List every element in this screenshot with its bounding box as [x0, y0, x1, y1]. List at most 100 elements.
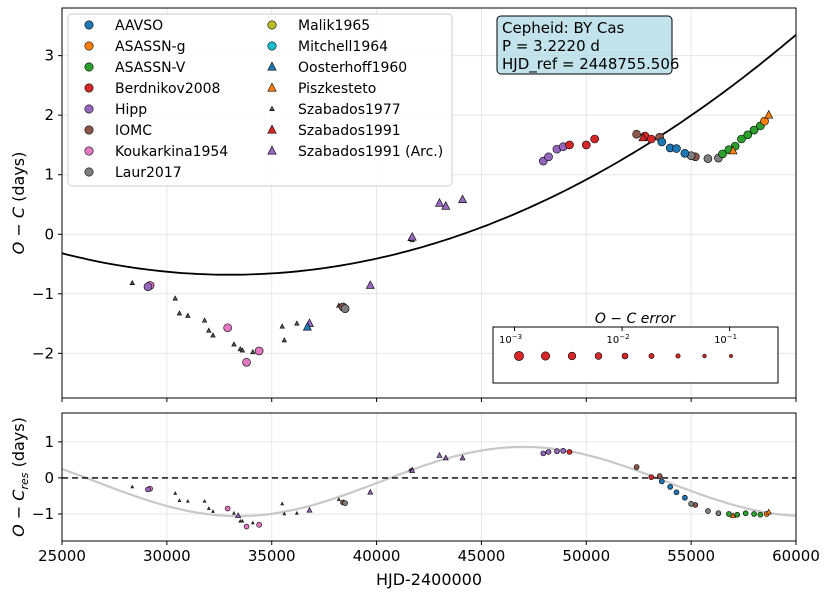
top-point	[434, 198, 444, 207]
top-point	[223, 323, 232, 333]
bottom-point	[656, 473, 663, 479]
legend-marker	[267, 41, 277, 51]
bottom-point	[232, 511, 236, 515]
legend-label: Koukarkina1954	[115, 144, 228, 160]
legend-marker	[269, 105, 275, 112]
top-point	[544, 152, 553, 162]
bottom-point	[648, 474, 655, 480]
bottom-point	[243, 523, 250, 530]
bottom-point	[442, 454, 449, 461]
bottom-point	[742, 510, 749, 517]
error-inset-marker	[594, 352, 603, 360]
top-point	[242, 357, 251, 367]
bottom-point	[206, 506, 211, 510]
bottom-point	[238, 518, 243, 523]
top-point	[703, 154, 713, 163]
bottom-point	[295, 511, 299, 515]
bottom-point	[726, 511, 732, 517]
legend-label: Oosterhoff1960	[298, 60, 407, 76]
legend-label: Laur2017	[115, 165, 182, 181]
legend-marker	[267, 145, 277, 155]
x-axis-label: HJD-2400000	[376, 570, 482, 589]
legend-label: ASASSN-g	[115, 39, 186, 55]
top-point	[728, 145, 738, 155]
top-point	[231, 341, 237, 347]
top-y-tick-label: 0	[44, 225, 54, 243]
bottom-point	[730, 512, 737, 518]
info-box-line3: HJD_ref = 2448755.506	[502, 55, 679, 74]
info-box-line1: Cepheid: BY Cas	[502, 19, 625, 37]
bottom-point	[202, 499, 207, 503]
top-point	[176, 310, 183, 316]
error-inset-markers	[514, 351, 733, 361]
info-box-frame	[496, 15, 673, 75]
bottom-point	[705, 508, 711, 514]
legend-label: Mitchell1964	[298, 39, 388, 55]
error-inset-marker	[567, 351, 577, 361]
top-point	[294, 320, 300, 326]
bottom-points-layer	[130, 448, 772, 530]
legend-marker	[84, 62, 94, 72]
error-inset-marker	[675, 353, 681, 359]
bottom-point	[459, 454, 466, 461]
error-inset-title: O − C error	[595, 311, 677, 327]
info-box: Cepheid: BY Cas P = 3.2220 d HJD_ref = 2…	[496, 15, 679, 75]
top-point	[749, 125, 759, 135]
legend-label: Hipp	[115, 102, 147, 118]
bottom-point	[173, 491, 178, 495]
legend-marker	[267, 124, 277, 134]
legend-marker	[84, 83, 94, 93]
top-point	[281, 337, 287, 343]
bottom-point	[667, 484, 673, 490]
top-point	[302, 321, 312, 331]
bottom-y-tick-label: 0	[44, 469, 54, 487]
bottom-point	[757, 511, 764, 518]
error-inset-marker	[540, 351, 550, 361]
legend-label: AAVSO	[115, 18, 163, 34]
bottom-point	[409, 467, 416, 473]
top-point	[737, 134, 746, 144]
legend-marker	[84, 104, 94, 114]
bottom-sine-fit-layer	[61, 445, 797, 518]
legend-label: Szabados1991 (Arc.)	[298, 144, 443, 160]
bottom-point	[256, 521, 262, 528]
top-point	[365, 280, 375, 289]
top-panel: −2 −1 0 1 2 3 O − C (days) AAVSO ASASSN-g ASASS…	[9, 7, 797, 402]
x-tick-label: 60000	[772, 547, 820, 565]
x-tick-label: 25000	[38, 547, 86, 565]
x-tick-label: 30000	[143, 547, 191, 565]
top-x-ticks	[61, 398, 797, 402]
bottom-point	[240, 518, 245, 523]
bottom-point	[540, 450, 547, 457]
bottom-point	[185, 499, 190, 503]
top-fit-curve-layer	[61, 34, 797, 276]
legend-marker	[84, 146, 94, 156]
top-point	[407, 231, 417, 241]
bottom-point	[682, 494, 688, 501]
top-point	[565, 140, 574, 150]
legend-frame	[67, 13, 453, 187]
bottom-point	[633, 464, 640, 470]
top-point	[441, 201, 451, 210]
top-point	[254, 346, 264, 356]
top-points-layer	[129, 109, 774, 367]
bottom-point	[130, 484, 135, 489]
bottom-point	[554, 448, 560, 455]
top-point	[172, 295, 178, 301]
top-y-tick-label: 1	[44, 166, 54, 184]
legend-label: IOMC	[115, 123, 152, 139]
error-inset-marker	[648, 353, 655, 359]
top-point	[250, 348, 256, 355]
top-point	[680, 148, 690, 158]
bottom-sine-fit	[61, 445, 797, 518]
top-y-tick-label: −2	[32, 344, 54, 362]
legend-marker	[84, 125, 94, 135]
top-point	[340, 304, 350, 313]
top-point	[239, 347, 246, 353]
bottom-point	[560, 448, 567, 454]
bottom-axes-frame	[61, 412, 797, 542]
top-point	[458, 194, 468, 204]
legend-label: Berdnikov2008	[115, 81, 220, 97]
error-inset-marker	[621, 352, 629, 360]
